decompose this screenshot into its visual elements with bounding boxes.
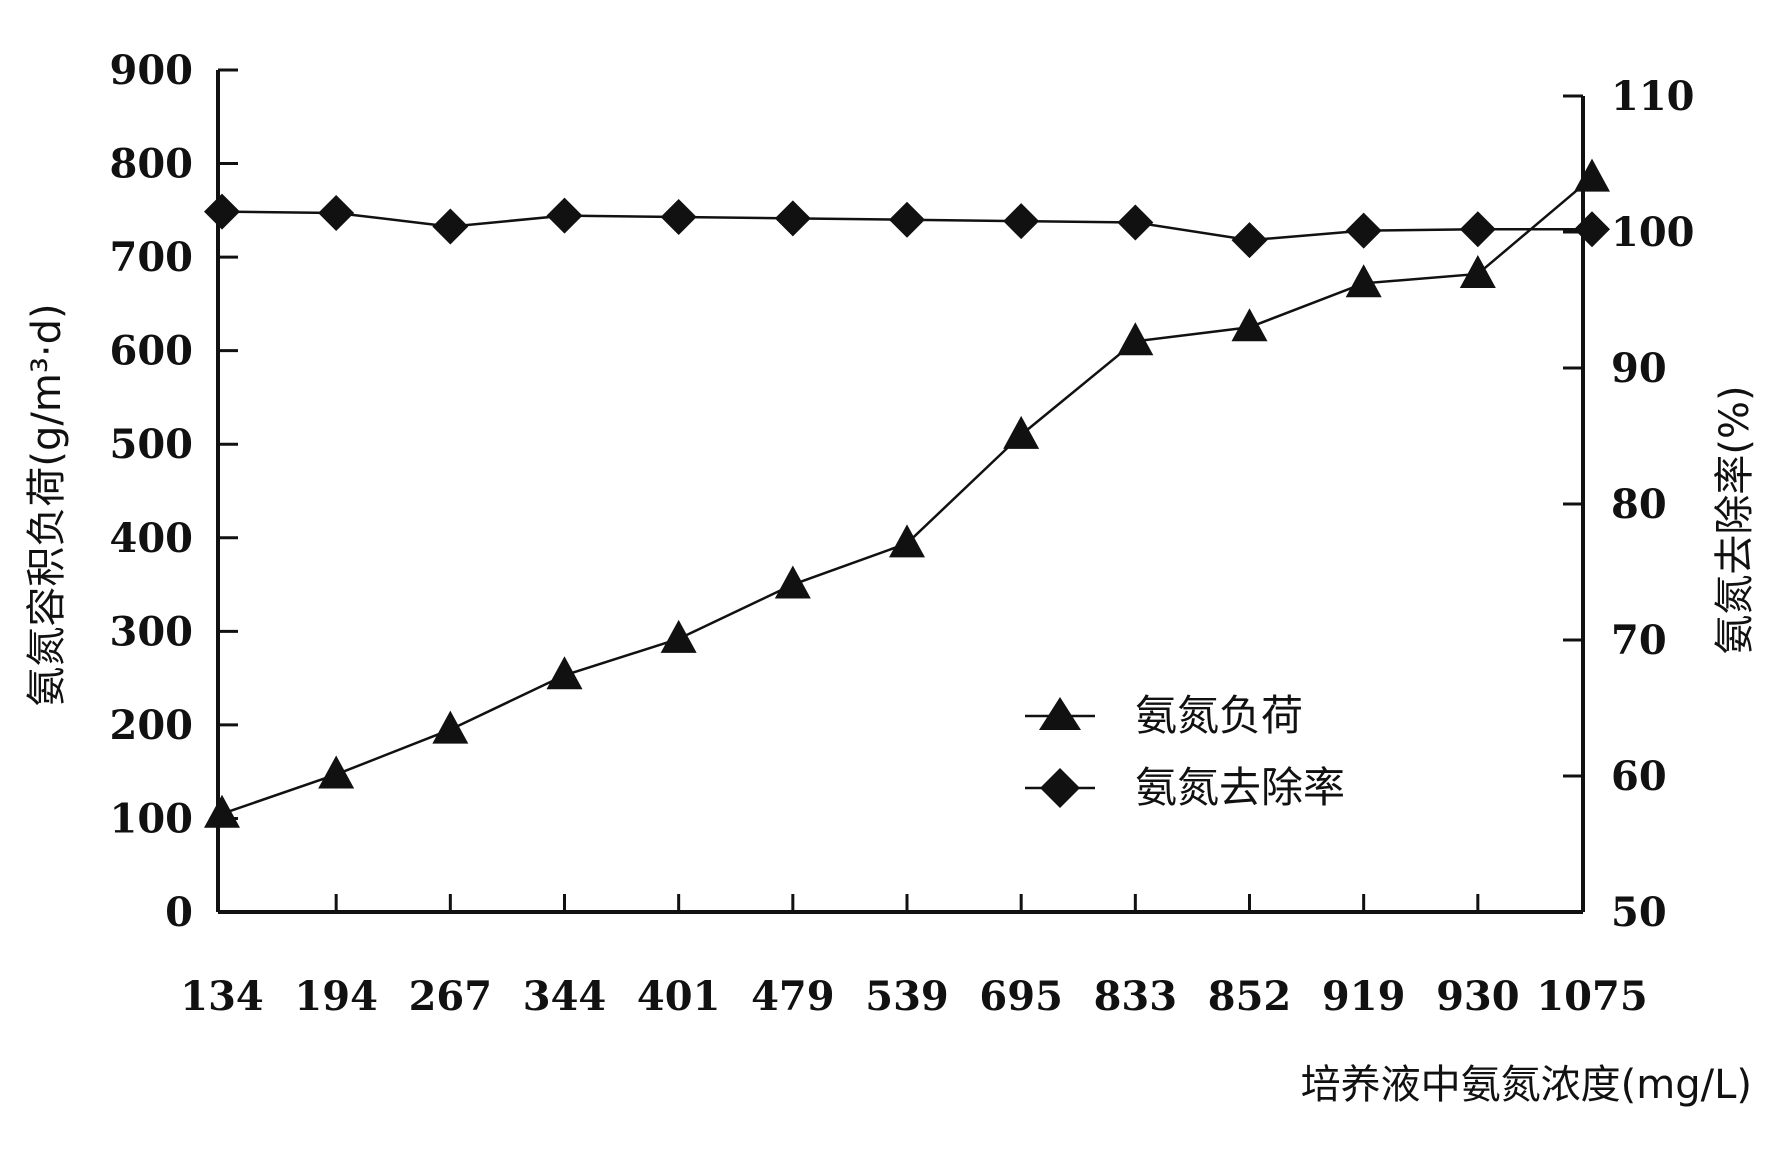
x-tick-label: 930 — [1436, 973, 1520, 1020]
legend-item-load: 氨氮负荷 — [1025, 691, 1303, 740]
y-left-tick-label: 900 — [110, 47, 194, 94]
load-point — [1574, 158, 1610, 192]
x-axis-ticks: 134 194 267 344 401 479 539 695 833 852 919 930 1075 — [180, 894, 1648, 1020]
load-point — [204, 794, 240, 828]
legend: 氨氮负荷 氨氮去除率 — [1025, 691, 1345, 812]
axes — [216, 70, 1585, 914]
load-point — [1117, 322, 1154, 356]
y-right-tick-label: 50 — [1611, 889, 1667, 936]
y-left-tick-label: 100 — [110, 795, 194, 842]
x-tick-label: 401 — [637, 973, 721, 1020]
x-tick-label: 479 — [751, 973, 835, 1020]
removal-rate-point — [204, 193, 240, 230]
load-point — [1345, 264, 1382, 298]
removal-rate-point — [432, 208, 469, 245]
y-right-tick-label: 100 — [1611, 209, 1695, 256]
x-tick-label: 919 — [1322, 973, 1406, 1020]
x-tick-label: 852 — [1208, 973, 1292, 1020]
y-right-tick-label: 70 — [1611, 617, 1667, 664]
removal-rate-point — [889, 201, 925, 238]
x-tick-label: 344 — [523, 973, 607, 1020]
y-left-tick-label: 300 — [110, 608, 194, 655]
x-tick-label: 267 — [409, 973, 493, 1020]
legend-label-load: 氨氮负荷 — [1135, 691, 1303, 740]
load-point — [1231, 308, 1268, 342]
x-tick-label: 134 — [180, 973, 264, 1020]
legend-label-removal: 氨氮去除率 — [1135, 763, 1345, 812]
x-tick-label: 1075 — [1536, 973, 1647, 1020]
load-point — [889, 524, 925, 558]
load-point — [1003, 415, 1040, 449]
y-left-tick-label: 700 — [110, 234, 194, 281]
legend-item-removal: 氨氮去除率 — [1025, 763, 1345, 812]
removal-rate-point — [774, 200, 811, 237]
y-left-tick-label: 600 — [110, 328, 194, 375]
load-point — [318, 755, 355, 789]
y-left-tick-label: 400 — [110, 515, 194, 562]
y-axis-left-label: 氨氮容积负荷(g/m³·d) — [24, 303, 70, 706]
y-left-tick-label: 800 — [110, 141, 194, 188]
y-right-tick-label: 90 — [1611, 345, 1667, 392]
removal-rate-point — [1345, 212, 1382, 249]
removal-rate-point — [318, 194, 355, 231]
load-point — [432, 710, 469, 744]
y-right-tick-label: 80 — [1611, 481, 1667, 528]
load-point — [774, 565, 811, 599]
triangle-marker-icon — [1039, 697, 1081, 730]
y-left-tick-label: 200 — [110, 702, 194, 749]
y-right-tick-label: 110 — [1611, 73, 1695, 120]
x-tick-label: 539 — [865, 973, 949, 1020]
removal-rate-point — [546, 197, 583, 234]
x-axis-label: 培养液中氨氮浓度(mg/L) — [1301, 1062, 1752, 1108]
y-left-tick-label: 0 — [165, 889, 193, 936]
y-right-tick-label: 60 — [1611, 753, 1667, 800]
right-axis-ticks: 50 60 70 80 90 100 110 — [1563, 73, 1695, 936]
x-tick-label: 194 — [294, 973, 378, 1020]
series-line-load — [221, 176, 1593, 815]
removal-rate-point — [1574, 211, 1610, 248]
x-tick-label: 695 — [979, 973, 1063, 1020]
load-point — [546, 656, 583, 690]
removal-rate-point — [1459, 211, 1496, 248]
left-axis-ticks: 0 100 200 300 400 500 600 700 800 900 — [110, 47, 238, 936]
y-axis-right-label: 氨氮去除率(%) — [1712, 385, 1758, 654]
x-tick-label: 833 — [1094, 973, 1178, 1020]
removal-rate-point — [1231, 222, 1268, 259]
series-layer — [204, 158, 1610, 828]
y-left-tick-label: 500 — [110, 421, 194, 468]
diamond-marker-icon — [1040, 768, 1080, 808]
load-point — [660, 619, 697, 653]
removal-rate-point — [1003, 203, 1040, 240]
load-point — [1459, 254, 1496, 288]
removal-rate-point — [1117, 204, 1154, 241]
removal-rate-point — [660, 199, 697, 236]
